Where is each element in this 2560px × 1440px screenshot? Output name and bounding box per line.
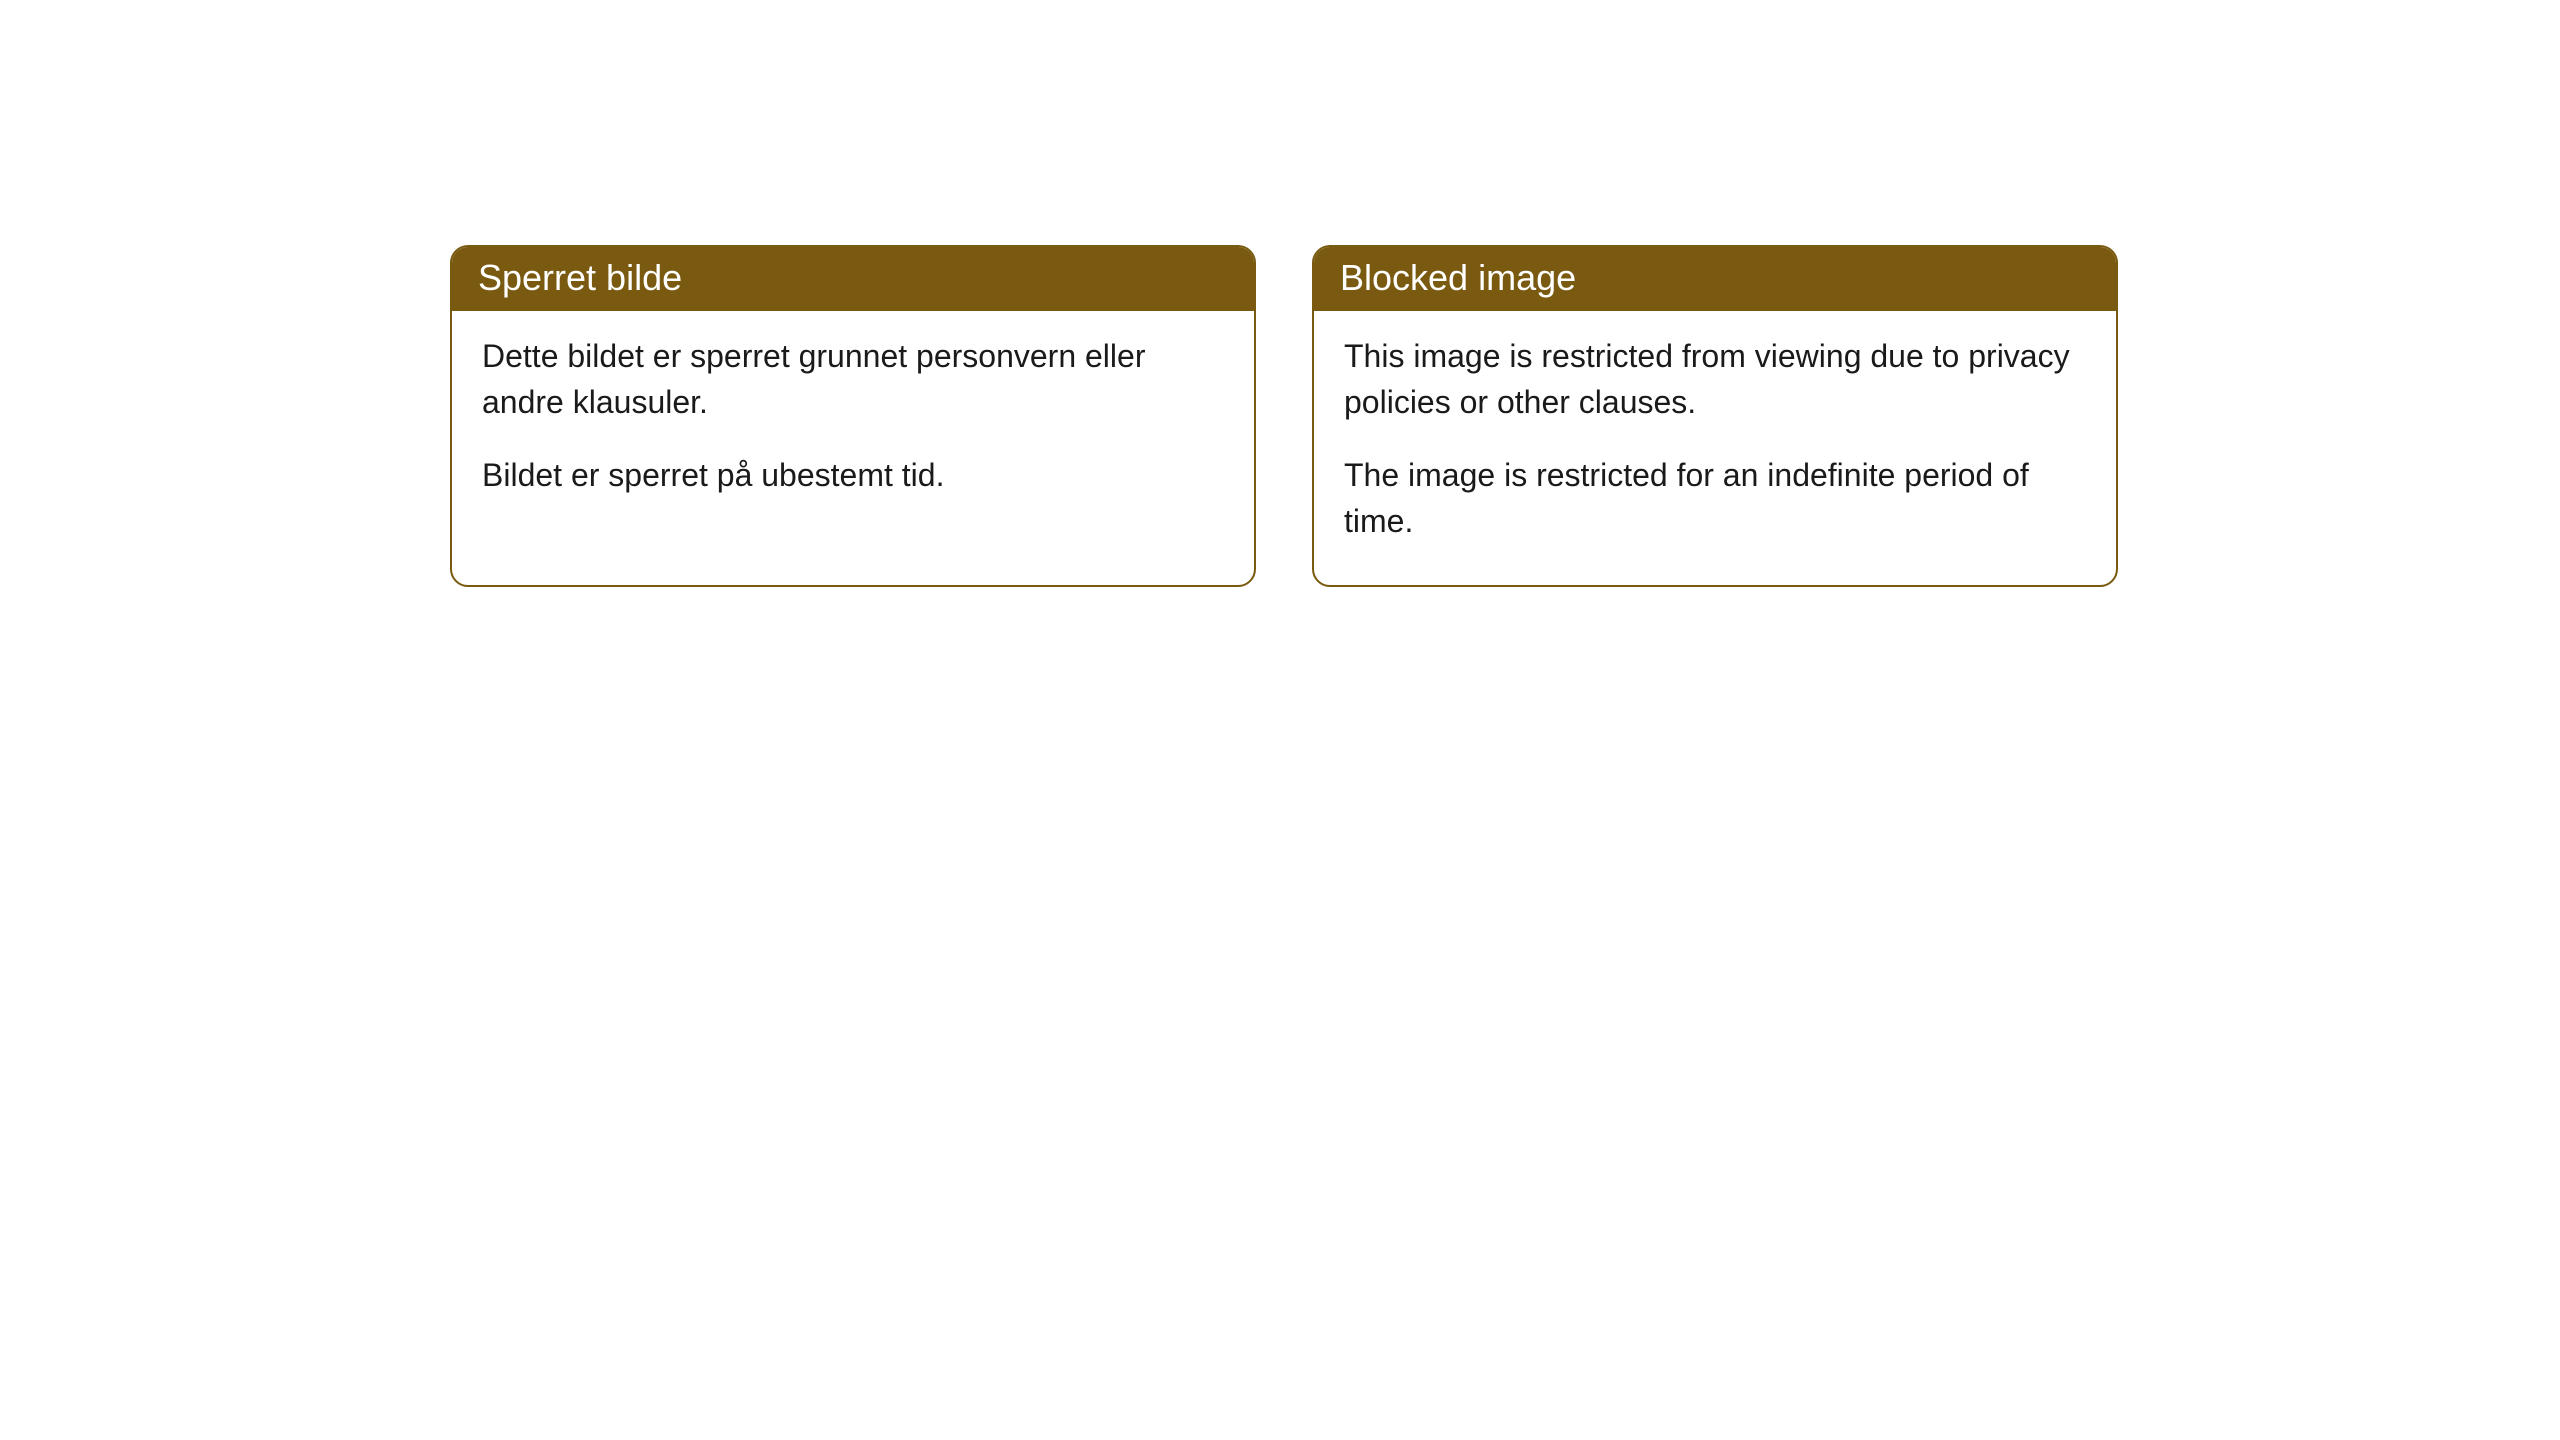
notice-box-english: Blocked image This image is restricted f… [1312,245,2118,587]
notice-para2-english: The image is restricted for an indefinit… [1344,452,2086,545]
notices-container: Sperret bilde Dette bildet er sperret gr… [450,245,2118,587]
notice-para1-english: This image is restricted from viewing du… [1344,333,2086,426]
notice-body-norwegian: Dette bildet er sperret grunnet personve… [452,311,1254,538]
notice-header-norwegian: Sperret bilde [452,247,1254,311]
notice-para1-norwegian: Dette bildet er sperret grunnet personve… [482,333,1224,426]
notice-para2-norwegian: Bildet er sperret på ubestemt tid. [482,452,1224,498]
notice-body-english: This image is restricted from viewing du… [1314,311,2116,585]
notice-header-english: Blocked image [1314,247,2116,311]
notice-box-norwegian: Sperret bilde Dette bildet er sperret gr… [450,245,1256,587]
